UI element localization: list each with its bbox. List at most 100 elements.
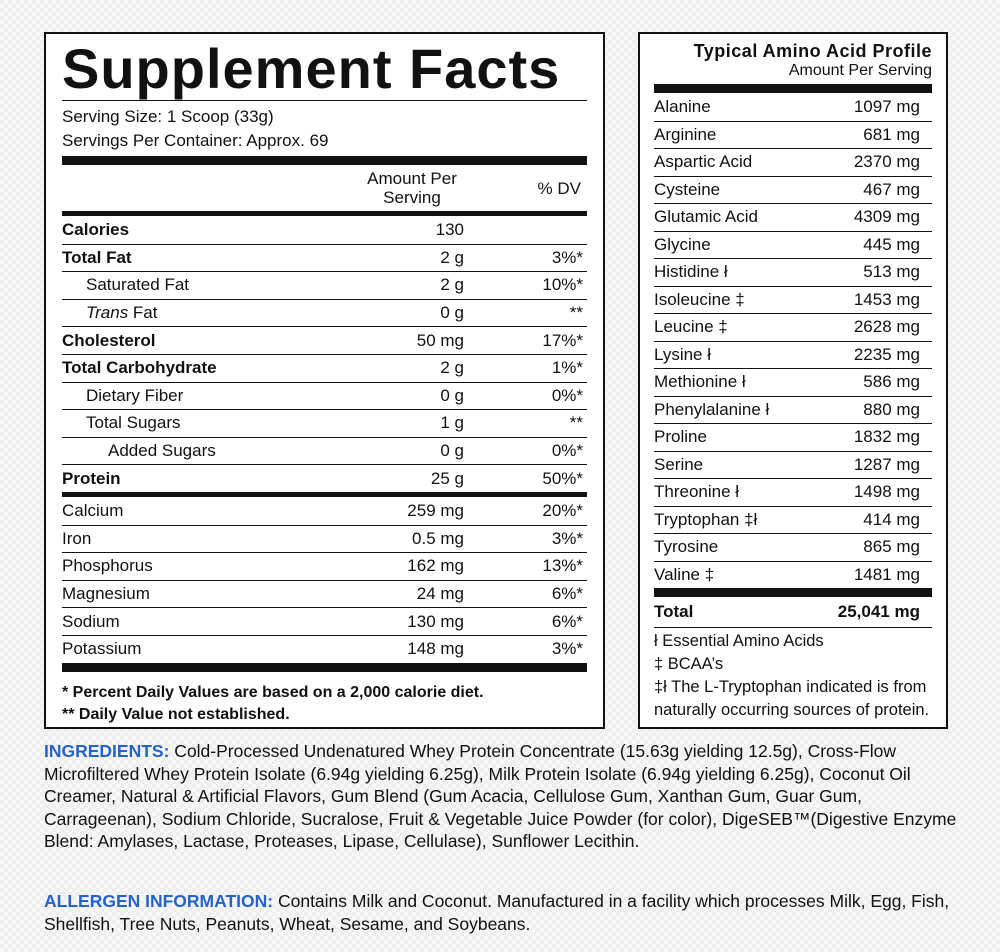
nutrient-amount: 2 g xyxy=(440,275,464,295)
nutrient-row-total-sugars: Total Sugars 1 g ** xyxy=(62,409,587,437)
nutrient-row-iron: Iron 0.5 mg 3%* xyxy=(62,524,587,553)
amino-legend: ł Essential Amino Acids ‡ BCAA’s ‡ł The … xyxy=(654,628,932,722)
nutrient-dv: 0%* xyxy=(551,385,583,405)
amino-name: Threonine ł xyxy=(654,482,740,502)
nutrient-dv: ** xyxy=(569,303,583,323)
nutrient-row-total-fat: Total Fat 2 g 3%* xyxy=(62,243,587,272)
amino-value: 513 mg xyxy=(863,262,920,282)
amino-row: Valine ‡ 1481 mg xyxy=(654,560,932,589)
amino-value: 414 mg xyxy=(863,509,920,529)
amino-name: Isoleucine ‡ xyxy=(654,289,745,309)
amino-row: Proline 1832 mg xyxy=(654,423,932,451)
amino-name: Aspartic Acid xyxy=(654,152,753,172)
nutrient-row-phosphorus: Phosphorus 162 mg 13%* xyxy=(62,552,587,580)
nutrient-name: Trans Fat xyxy=(62,303,354,323)
nutrient-row-magnesium: Magnesium 24 mg 6%* xyxy=(62,579,587,608)
nutrient-amount: 24 mg xyxy=(416,584,464,604)
amino-name: Proline xyxy=(654,427,707,447)
nutrient-amount: 2 g xyxy=(440,247,464,267)
legend-tryptophan: ‡ł The L-Tryptophan indicated is from na… xyxy=(654,678,930,719)
nutrient-name: Iron xyxy=(62,528,92,548)
amino-value: 1453 mg xyxy=(853,289,920,309)
trans-fat-suffix: Fat xyxy=(128,303,158,323)
amino-row: Tyrosine 865 mg xyxy=(654,533,932,561)
nutrient-dv: 1%* xyxy=(551,358,583,378)
nutrient-amount: 130 mg xyxy=(407,611,464,631)
nutrient-dv: 3%* xyxy=(551,528,583,548)
nutrient-name: Added Sugars xyxy=(108,441,216,461)
amino-name: Valine ‡ xyxy=(654,564,715,584)
nutrient-name: Total Sugars xyxy=(86,413,181,433)
nutrient-dv: 3%* xyxy=(551,639,583,659)
amino-row: Methionine ł 586 mg xyxy=(654,368,932,396)
servings-per-container: Servings Per Container: Approx. 69 xyxy=(62,131,329,150)
allergen-label: ALLERGEN INFORMATION: xyxy=(44,891,274,911)
column-headers: Amount Per Serving % DV xyxy=(62,165,587,211)
ingredients-text: Cold-Processed Undenatured Whey Protein … xyxy=(44,741,957,851)
amino-name: Phenylalanine ł xyxy=(654,399,770,419)
amino-name: Alanine xyxy=(654,96,711,116)
amino-row: Glutamic Acid 4309 mg xyxy=(654,203,932,231)
amino-name: Tyrosine xyxy=(654,537,719,557)
amino-name: Leucine ‡ xyxy=(654,317,728,337)
amino-value: 681 mg xyxy=(863,124,920,144)
amino-value: 1498 mg xyxy=(853,482,920,502)
amino-row: Aspartic Acid 2370 mg xyxy=(654,148,932,176)
divider-thick xyxy=(654,588,932,597)
amino-acid-title: Typical Amino Acid Profile xyxy=(693,41,932,61)
amino-name: Methionine ł xyxy=(654,372,746,392)
amino-name: Lysine ł xyxy=(654,344,712,364)
nutrient-dv: 6%* xyxy=(551,611,583,631)
nutrient-amount: 0 g xyxy=(440,385,464,405)
divider xyxy=(62,100,587,101)
divider-thick xyxy=(654,84,932,93)
divider-thick xyxy=(62,156,587,165)
nutrient-dv: 13%* xyxy=(542,556,583,576)
amino-value: 445 mg xyxy=(863,234,920,254)
amino-value: 1832 mg xyxy=(853,427,920,447)
amino-value: 880 mg xyxy=(863,399,920,419)
nutrient-amount: 162 mg xyxy=(407,556,464,576)
nutrient-amount: 0 g xyxy=(440,303,464,323)
nutrient-amount: 1 g xyxy=(440,413,464,433)
amino-row: Alanine 1097 mg xyxy=(654,93,932,121)
nutrient-amount: 0 g xyxy=(440,441,464,461)
nutrient-name: Total Carbohydrate xyxy=(62,358,217,378)
footnote-not-established: ** Daily Value not established. xyxy=(62,705,290,723)
nutrient-name: Phosphorus xyxy=(62,556,153,576)
amino-acid-panel: Typical Amino Acid Profile Amount Per Se… xyxy=(638,32,948,729)
amino-name: Glycine xyxy=(654,234,711,254)
nutrient-name: Potassium xyxy=(62,639,142,659)
nutrient-name: Saturated Fat xyxy=(86,275,190,295)
amino-name: Histidine ł xyxy=(654,262,728,282)
ingredients-label: INGREDIENTS: xyxy=(44,741,170,761)
nutrient-dv: 10%* xyxy=(542,275,583,295)
amino-row: Lysine ł 2235 mg xyxy=(654,340,932,369)
amino-total-label: Total xyxy=(654,602,694,621)
nutrient-row-cholesterol: Cholesterol 50 mg 17%* xyxy=(62,326,587,354)
nutrient-dv: 3%* xyxy=(551,247,583,267)
nutrient-name: Protein xyxy=(62,468,121,488)
nutrient-row-trans-fat: Trans Fat 0 g ** xyxy=(62,298,587,327)
amino-row: Phenylalanine ł 880 mg xyxy=(654,395,932,424)
amino-total-row: Total 25,041 mg xyxy=(654,597,932,627)
amino-value: 467 mg xyxy=(863,179,920,199)
nutrient-amount: 50 mg xyxy=(416,330,464,350)
nutrient-amount: 25 g xyxy=(430,468,464,488)
allergen-text: Contains Milk and Coconut. Manufactured … xyxy=(44,891,950,934)
amino-value: 1097 mg xyxy=(853,96,920,116)
divider xyxy=(654,627,932,628)
trans-italic: Trans xyxy=(86,303,129,323)
ingredients-section: INGREDIENTS: Cold-Processed Undenatured … xyxy=(44,740,974,853)
nutrient-name: Dietary Fiber xyxy=(86,385,184,405)
amino-value: 586 mg xyxy=(863,372,920,392)
nutrient-amount: 130 xyxy=(435,219,464,239)
amino-value: 2235 mg xyxy=(853,344,920,364)
supplement-facts-title: Supplement Facts xyxy=(62,37,561,100)
nutrient-dv: 6%* xyxy=(551,584,583,604)
amino-value: 2628 mg xyxy=(853,317,920,337)
nutrient-amount: 0.5 mg xyxy=(412,528,464,548)
amino-name: Tryptophan ‡ł xyxy=(654,509,758,529)
nutrient-row-dietary-fiber: Dietary Fiber 0 g 0%* xyxy=(62,381,587,410)
nutrient-row-calories: Calories 130 xyxy=(62,216,587,244)
